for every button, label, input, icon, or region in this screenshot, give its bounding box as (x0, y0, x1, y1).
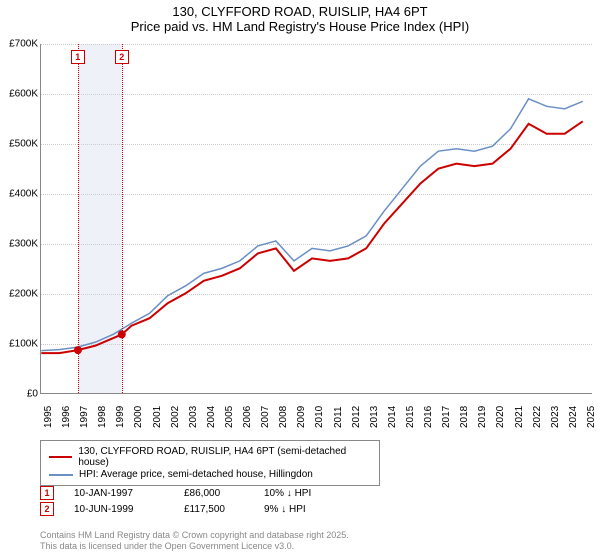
x-tick-label: 2002 (170, 406, 181, 428)
sale-price: £86,000 (184, 488, 264, 499)
x-tick-label: 2001 (152, 406, 163, 428)
x-tick-label: 2013 (369, 406, 380, 428)
x-axis: 1995 1996 1997 1998 1999 2000 2001 2002 2003 2004… (40, 398, 592, 438)
x-tick-label: 2006 (242, 406, 253, 428)
sale-delta: 10% ↓ HPI (264, 488, 354, 499)
x-tick-label: 2004 (206, 406, 217, 428)
title-line2: Price paid vs. HM Land Registry's House … (0, 19, 600, 34)
sale-row: 2 10-JUN-1999£117,5009% ↓ HPI (40, 502, 470, 516)
attribution: Contains HM Land Registry data © Crown c… (40, 530, 349, 552)
y-tick-label: £0 (27, 389, 38, 400)
chart-area: 12 (40, 44, 592, 394)
x-tick-label: 2012 (351, 406, 362, 428)
title-block: 130, CLYFFORD ROAD, RUISLIP, HA4 6PT Pri… (0, 0, 600, 36)
y-tick-label: £700K (9, 39, 38, 50)
x-tick-label: 1995 (43, 406, 54, 428)
sales-table: 1 10-JAN-1997£86,00010% ↓ HPI 2 10-JUN-1999… (40, 484, 470, 518)
x-tick-label: 2024 (568, 406, 579, 428)
y-tick-label: £500K (9, 139, 38, 150)
sale-date: 10-JAN-1997 (74, 488, 184, 499)
chart-svg (41, 44, 592, 393)
sale-row-marker: 1 (40, 486, 54, 500)
legend-swatch (49, 456, 72, 459)
x-tick-label: 1998 (97, 406, 108, 428)
legend-swatch (49, 474, 73, 476)
x-tick-label: 2014 (387, 406, 398, 428)
y-axis: £0£100K£200K£300K£400K£500K£600K£700K (0, 44, 40, 394)
legend-label: HPI: Average price, semi-detached house,… (79, 469, 313, 480)
legend-row: 130, CLYFFORD ROAD, RUISLIP, HA4 6PT (se… (49, 446, 371, 468)
x-tick-label: 2011 (333, 406, 344, 428)
x-tick-label: 2020 (495, 406, 506, 428)
x-tick-label: 2017 (441, 406, 452, 428)
x-tick-label: 1996 (61, 406, 72, 428)
attribution-line2: This data is licensed under the Open Gov… (40, 541, 349, 552)
y-tick-label: £100K (9, 339, 38, 350)
legend: 130, CLYFFORD ROAD, RUISLIP, HA4 6PT (se… (40, 440, 380, 486)
sale-marker-box: 1 (71, 50, 85, 64)
legend-label: 130, CLYFFORD ROAD, RUISLIP, HA4 6PT (se… (78, 446, 371, 468)
x-tick-label: 2005 (224, 406, 235, 428)
x-tick-label: 2007 (260, 406, 271, 428)
x-tick-label: 2000 (133, 406, 144, 428)
x-tick-label: 2010 (314, 406, 325, 428)
sale-row: 1 10-JAN-1997£86,00010% ↓ HPI (40, 486, 470, 500)
y-tick-label: £600K (9, 89, 38, 100)
x-tick-label: 2018 (459, 406, 470, 428)
sale-row-marker: 2 (40, 502, 54, 516)
x-tick-label: 2021 (514, 406, 525, 428)
x-tick-label: 1997 (79, 406, 90, 428)
sale-date: 10-JUN-1999 (74, 504, 184, 515)
title-line1: 130, CLYFFORD ROAD, RUISLIP, HA4 6PT (0, 4, 600, 19)
y-tick-label: £400K (9, 189, 38, 200)
x-tick-label: 2015 (405, 406, 416, 428)
x-tick-label: 1999 (115, 406, 126, 428)
legend-row: HPI: Average price, semi-detached house,… (49, 469, 371, 480)
attribution-line1: Contains HM Land Registry data © Crown c… (40, 530, 349, 541)
x-tick-label: 2003 (188, 406, 199, 428)
sale-delta: 9% ↓ HPI (264, 504, 354, 515)
sale-price: £117,500 (184, 504, 264, 515)
x-tick-label: 2025 (586, 406, 597, 428)
x-tick-label: 2022 (532, 406, 543, 428)
x-tick-label: 2023 (550, 406, 561, 428)
x-tick-label: 2008 (278, 406, 289, 428)
x-tick-label: 2009 (296, 406, 307, 428)
y-tick-label: £200K (9, 289, 38, 300)
sale-marker-line (78, 44, 79, 393)
sale-marker-line (122, 44, 123, 393)
y-tick-label: £300K (9, 239, 38, 250)
sale-marker-box: 2 (115, 50, 129, 64)
x-tick-label: 2016 (423, 406, 434, 428)
x-tick-label: 2019 (477, 406, 488, 428)
chart-container: 130, CLYFFORD ROAD, RUISLIP, HA4 6PT Pri… (0, 0, 600, 560)
